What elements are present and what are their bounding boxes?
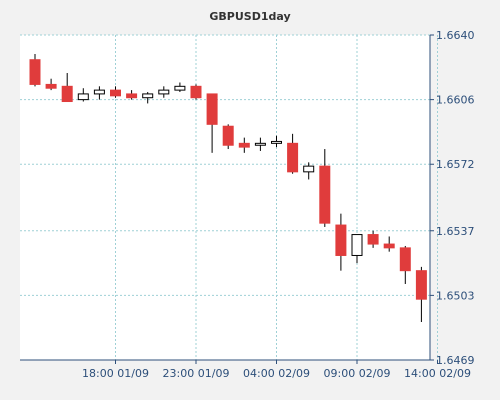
y-tick-label: 1.6469	[436, 354, 475, 367]
candle-body	[351, 234, 363, 256]
candle-bullish	[303, 162, 315, 180]
candle-body	[126, 93, 138, 99]
x-tick-label: 23:00 01/09	[163, 367, 230, 380]
candles	[29, 54, 427, 322]
candle-body	[254, 142, 266, 146]
candle-bearish	[29, 54, 41, 87]
candle-body	[45, 83, 57, 89]
candle-body	[93, 89, 105, 95]
candle-body	[287, 142, 299, 173]
candle-body	[238, 142, 250, 148]
candle-body	[222, 125, 234, 146]
y-tick-label: 1.6572	[436, 158, 475, 171]
y-tick-label: 1.6503	[436, 289, 475, 302]
candle-body	[319, 165, 331, 224]
candle-body	[383, 243, 395, 249]
candle-body	[142, 93, 154, 99]
candle-bearish	[383, 236, 395, 252]
candle-bearish	[110, 86, 121, 98]
candle-bearish	[222, 124, 234, 150]
chart-title: GBPUSD1day	[209, 10, 290, 23]
candle-bearish	[415, 266, 427, 322]
y-tick-label: 1.6537	[436, 225, 475, 238]
candle-body	[206, 93, 218, 125]
candle-bullish	[142, 92, 154, 104]
x-tick-label: 18:00 01/09	[82, 367, 149, 380]
candle-bullish	[174, 82, 186, 93]
candle-body	[335, 224, 347, 256]
candle-body	[77, 93, 89, 101]
candle-bullish	[77, 88, 89, 102]
candle-bearish	[367, 230, 379, 248]
candle-bearish	[238, 137, 250, 153]
candle-body	[415, 270, 427, 300]
candle-body	[303, 165, 315, 173]
candle-body	[174, 85, 186, 91]
y-tick-label: 1.6640	[436, 29, 475, 42]
candle-bearish	[287, 133, 299, 174]
candle-body	[367, 234, 379, 245]
candle-bearish	[399, 245, 411, 284]
candle-bearish	[45, 78, 57, 91]
candle-bullish	[351, 234, 363, 264]
candle-bullish	[254, 137, 266, 151]
candle-bullish	[271, 135, 282, 148]
candle-body	[110, 89, 121, 97]
x-tick-label: 04:00 02/09	[243, 367, 310, 380]
candle-bearish	[319, 149, 331, 227]
candle-bearish	[61, 73, 73, 103]
candle-body	[29, 59, 41, 85]
candle-bullish	[93, 86, 105, 100]
candle-body	[271, 140, 282, 144]
candle-bearish	[335, 213, 347, 271]
x-tick-label: 09:00 02/09	[324, 367, 391, 380]
candle-bearish	[190, 84, 202, 100]
x-axis-ticks: 18:00 01/09 23:00 01/09 04:00 02/09 09:00 0…	[82, 360, 471, 380]
candle-body	[190, 85, 202, 99]
candle-body	[399, 247, 411, 272]
candle-bullish	[158, 86, 170, 98]
plot-area-background	[20, 35, 430, 360]
candle-body	[158, 89, 170, 95]
candle-bearish	[126, 90, 138, 100]
candle-body	[61, 85, 73, 103]
y-tick-label: 1.6606	[436, 94, 475, 107]
x-tick-label: 14:00 02/09	[404, 367, 471, 380]
y-axis-ticks: 1.6640 1.6606 1.6572 1.6537 1.6503 1.6469	[430, 29, 475, 367]
candle-bearish	[206, 93, 218, 153]
